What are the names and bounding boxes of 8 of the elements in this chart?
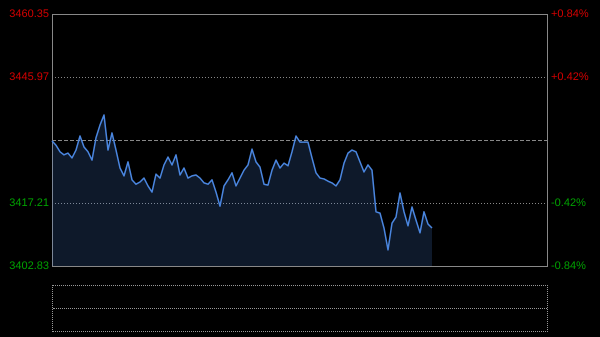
y-tick-label: 3417.21: [9, 197, 49, 210]
y2-tick-label: -0.42%: [551, 197, 586, 210]
y-tick-label: 3445.97: [9, 71, 49, 84]
y2-tick-label: -0.84%: [551, 260, 586, 272]
y-tick-label: 3402.83: [9, 260, 49, 272]
y2-tick-label: +0.84%: [551, 8, 589, 20]
y-tick-label: 3460.35: [9, 8, 49, 20]
y2-tick-label: +0.42%: [551, 71, 589, 84]
